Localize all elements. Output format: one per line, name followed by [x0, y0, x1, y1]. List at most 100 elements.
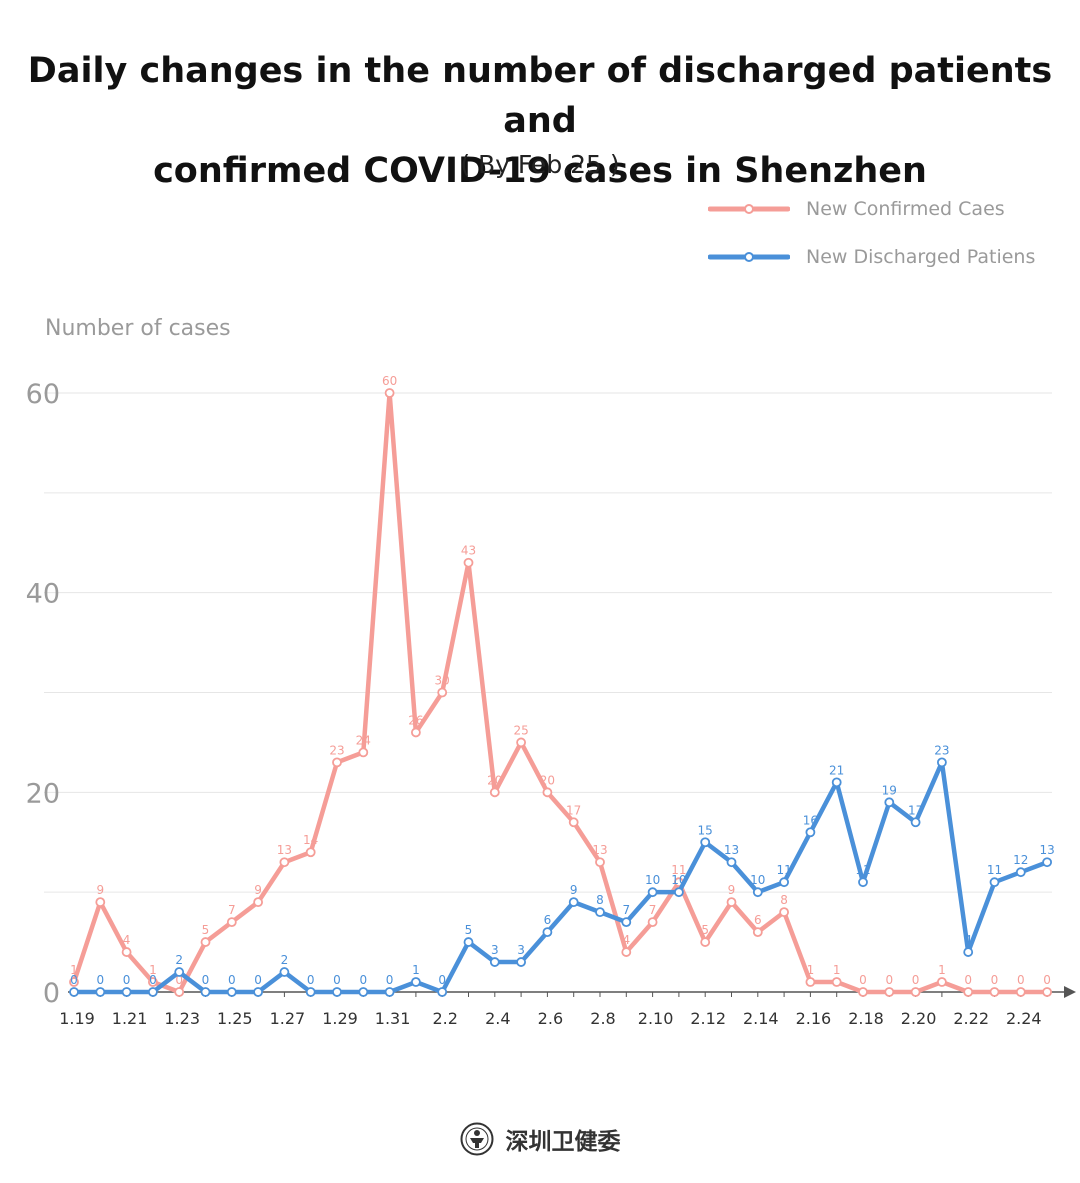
- data-label-confirmed: 9: [728, 883, 736, 897]
- data-label-confirmed: 9: [96, 883, 104, 897]
- data-point-discharged: [595, 907, 605, 918]
- data-label-confirmed: 0: [175, 973, 183, 987]
- legend-label-discharged: New Discharged Patiens: [806, 246, 1036, 268]
- data-point-confirmed: [831, 977, 842, 987]
- data-label-discharged: 17: [908, 803, 923, 817]
- data-point-discharged: [989, 877, 1000, 888]
- data-label-confirmed: 7: [228, 903, 236, 917]
- data-point-discharged: [358, 987, 369, 997]
- data-label-confirmed: 13: [277, 843, 292, 857]
- data-label-confirmed: 7: [649, 903, 657, 917]
- data-point-confirmed: [858, 987, 868, 997]
- data-label-discharged: 0: [202, 973, 210, 987]
- data-label-confirmed: 1: [149, 963, 157, 977]
- data-point-discharged: [253, 987, 264, 997]
- data-point-confirmed: [752, 927, 763, 937]
- data-point-discharged: [174, 967, 185, 977]
- data-label-discharged: 4: [964, 933, 972, 947]
- x-tick-label: 2.4: [485, 1009, 510, 1028]
- data-label-discharged: 5: [465, 923, 473, 937]
- data-label-discharged: 23: [934, 743, 949, 757]
- data-label-discharged: 0: [307, 973, 315, 987]
- data-label-discharged: 3: [517, 943, 525, 957]
- data-point-discharged: [621, 917, 632, 928]
- data-point-confirmed: [384, 388, 395, 398]
- data-point-confirmed: [226, 917, 237, 928]
- x-tick-label: 2.24: [1006, 1009, 1042, 1028]
- data-label-confirmed: 23: [329, 743, 344, 757]
- x-tick-label: 2.6: [538, 1009, 563, 1028]
- x-tick-label: 1.19: [59, 1009, 95, 1028]
- data-label-confirmed: 30: [435, 674, 450, 688]
- data-point-confirmed: [332, 757, 342, 768]
- data-label-discharged: 3: [491, 943, 499, 957]
- data-point-confirmed: [1042, 987, 1052, 997]
- data-point-confirmed: [305, 847, 316, 858]
- x-tick-label: 1.31: [375, 1009, 411, 1028]
- data-label-confirmed: 5: [701, 923, 709, 937]
- data-label-discharged: 0: [96, 973, 104, 987]
- data-point-discharged: [410, 977, 421, 987]
- data-label-discharged: 11: [855, 863, 870, 877]
- data-label-discharged: 15: [698, 823, 713, 837]
- data-label-confirmed: 26: [408, 713, 423, 727]
- legend-swatch-confirmed: [708, 204, 790, 214]
- x-tick-label: 2.22: [953, 1009, 989, 1028]
- data-label-discharged: 0: [70, 973, 78, 987]
- data-point-discharged: [147, 987, 158, 997]
- data-point-confirmed: [805, 977, 816, 987]
- data-label-confirmed: 9: [254, 883, 262, 897]
- data-label-discharged: 13: [724, 843, 739, 857]
- data-point-confirmed: [910, 987, 921, 997]
- data-label-discharged: 0: [228, 973, 236, 987]
- x-tick-label: 2.10: [638, 1009, 674, 1028]
- x-tick-label: 2.2: [432, 1009, 457, 1028]
- x-tick-label: 1.23: [164, 1009, 200, 1028]
- y-tick-label: 20: [26, 778, 60, 809]
- data-point-confirmed: [516, 737, 526, 748]
- data-label-discharged: 0: [123, 973, 131, 987]
- data-point-discharged: [858, 877, 868, 888]
- data-point-confirmed: [358, 747, 369, 758]
- data-label-confirmed: 20: [487, 773, 502, 787]
- data-point-confirmed: [647, 917, 658, 928]
- data-label-confirmed: 0: [991, 973, 999, 987]
- x-tick-label: 1.21: [112, 1009, 148, 1028]
- data-point-discharged: [384, 987, 395, 997]
- data-label-confirmed: 4: [622, 933, 630, 947]
- data-label-confirmed: 60: [382, 374, 397, 388]
- x-tick-label: 2.14: [743, 1009, 779, 1028]
- y-tick-label: 40: [26, 579, 60, 610]
- data-label-confirmed: 6: [754, 913, 762, 927]
- data-label-discharged: 1: [412, 963, 420, 977]
- x-tick-label: 2.16: [796, 1009, 832, 1028]
- data-point-confirmed: [963, 987, 974, 997]
- data-label-confirmed: 1: [70, 963, 78, 977]
- data-label-discharged: 0: [359, 973, 367, 987]
- data-label-confirmed: 8: [780, 893, 788, 907]
- data-label-confirmed: 25: [513, 723, 528, 737]
- data-label-discharged: 2: [175, 953, 183, 967]
- data-point-discharged: [726, 857, 737, 868]
- data-label-confirmed: 43: [461, 544, 476, 558]
- data-label-confirmed: 13: [592, 843, 607, 857]
- data-point-discharged: [1042, 857, 1052, 868]
- data-point-discharged: [647, 887, 658, 898]
- data-point-confirmed: [174, 987, 185, 997]
- data-label-confirmed: 5: [202, 923, 210, 937]
- x-tick-label: 1.29: [322, 1009, 358, 1028]
- data-label-confirmed: 0: [912, 973, 920, 987]
- data-point-discharged: [489, 957, 500, 967]
- x-tick-label: 1.25: [217, 1009, 253, 1028]
- data-point-discharged: [516, 957, 526, 967]
- data-label-discharged: 11: [987, 863, 1002, 877]
- data-point-confirmed: [410, 727, 421, 738]
- chart-title-line: Daily changes in the number of discharge…: [27, 51, 1053, 141]
- x-tick-label: 2.20: [901, 1009, 937, 1028]
- data-point-discharged: [121, 987, 132, 997]
- data-point-discharged: [437, 987, 448, 997]
- data-label-discharged: 7: [622, 903, 630, 917]
- footer: 深圳卫健委: [0, 1122, 1080, 1156]
- data-point-confirmed: [621, 947, 632, 957]
- data-point-confirmed: [779, 907, 789, 918]
